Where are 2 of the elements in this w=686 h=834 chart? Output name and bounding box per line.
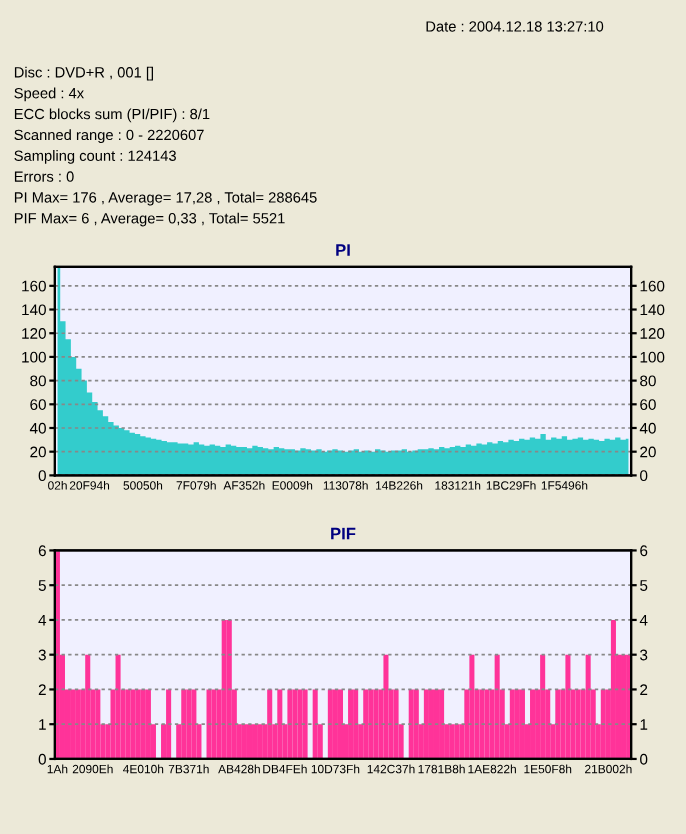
chart-title: PIF [331,527,356,540]
chart-title: PI [336,244,350,256]
